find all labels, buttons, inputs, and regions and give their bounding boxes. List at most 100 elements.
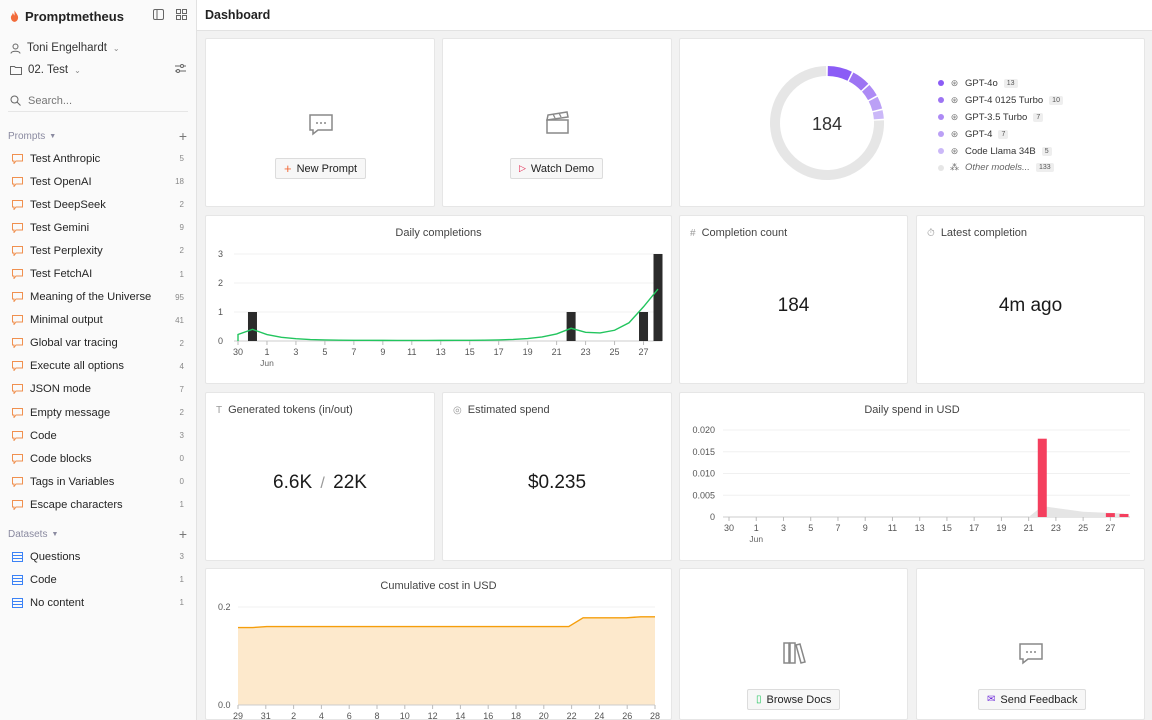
dataset-item[interactable]: No content 1: [0, 591, 196, 614]
prompt-count: 3: [179, 431, 184, 441]
grid-icon[interactable]: [176, 9, 187, 20]
legend-dot: [938, 114, 944, 121]
x-tick-label: 27: [1105, 523, 1115, 533]
dataset-list: Questions 3 Code 1 No content 1: [0, 545, 196, 614]
prompt-item[interactable]: Meaning of the Universe 95: [0, 286, 196, 309]
prompt-item[interactable]: Test DeepSeek 2: [0, 193, 196, 216]
dataset-table-icon: [12, 574, 23, 585]
prompt-count: 41: [175, 315, 184, 325]
models-donut-chart: [770, 66, 884, 180]
sidebar-toggle-icon[interactable]: [153, 9, 164, 20]
book-icon: ▯: [756, 694, 762, 705]
dataset-item[interactable]: Code 1: [0, 568, 196, 591]
clapperboard-icon: [546, 111, 569, 134]
spend-bar: [1119, 513, 1129, 517]
prompt-item[interactable]: Test OpenAI 18: [0, 170, 196, 193]
prompt-item[interactable]: Tags in Variables 0: [0, 470, 196, 493]
completion-count-title: Completion count: [701, 227, 788, 239]
chevron-down-icon: ⌄: [74, 65, 81, 75]
prompt-item[interactable]: Global var tracing 2: [0, 332, 196, 355]
x-tick-label: 16: [483, 711, 493, 720]
project-selector[interactable]: 02. Test ⌄: [10, 61, 186, 79]
prompt-item[interactable]: Execute all options 4: [0, 355, 196, 378]
search-input[interactable]: [28, 94, 168, 107]
dataset-label: No content: [30, 596, 85, 609]
prompt-count: 0: [179, 477, 184, 487]
completion-bar: [653, 254, 663, 341]
prompt-item[interactable]: Code blocks 0: [0, 447, 196, 470]
settings-sliders-icon[interactable]: [175, 64, 186, 76]
x-tick-label: 13: [436, 347, 446, 357]
x-tick-label: 17: [494, 347, 504, 357]
text-icon: T: [216, 404, 223, 416]
daily-spend-title: Daily spend in USD: [864, 404, 960, 416]
cumulative-cost-card: Cumulative cost in USD 0.0 0.2 29 31 2 4 6 8 10 1…: [205, 568, 672, 720]
search-bar[interactable]: [8, 90, 188, 112]
x-tick-label: 7: [351, 347, 356, 357]
completion-trend-line: [237, 288, 659, 342]
brand[interactable]: Promptmetheus: [10, 6, 124, 26]
y-tick-label: 0.2: [218, 602, 231, 612]
x-sub-label: Jun: [260, 358, 274, 368]
x-tick-label: 1: [754, 523, 759, 533]
user-selector[interactable]: Toni Engelhardt ⌄: [10, 39, 186, 57]
model-legend-item: ⊛ GPT-4 7: [938, 126, 1063, 143]
prompt-bubble-icon: [12, 407, 23, 419]
completion-bar: [247, 312, 257, 341]
new-prompt-card: + New Prompt: [205, 38, 435, 207]
user-icon: [10, 43, 21, 54]
prompts-header-label: Prompts: [8, 130, 46, 142]
legend-dot: [938, 164, 944, 171]
prompt-item[interactable]: Escape characters 1: [0, 493, 196, 516]
prompt-item[interactable]: JSON mode 7: [0, 378, 196, 401]
x-tick-label: 15: [465, 347, 475, 357]
tokens-card: T Generated tokens (in/out) 6.6K / 22K: [205, 392, 435, 561]
new-prompt-button[interactable]: + New Prompt: [275, 158, 367, 179]
estimated-spend-title: Estimated spend: [467, 404, 550, 416]
prompt-bubble-icon: [12, 430, 23, 442]
tokens-separator: /: [320, 475, 325, 492]
y-tick-label: 0.015: [692, 447, 715, 457]
mail-icon: ✉: [987, 694, 996, 705]
watch-demo-label: Watch Demo: [530, 162, 595, 175]
prompt-bubble-icon: [12, 176, 23, 188]
spend-trend-area: [1028, 506, 1124, 517]
x-tick-label: 7: [835, 523, 840, 533]
watch-demo-button[interactable]: ▷ Watch Demo: [510, 158, 604, 179]
add-prompt-icon[interactable]: +: [178, 128, 187, 144]
add-dataset-icon[interactable]: +: [178, 526, 187, 542]
legend-dot: [938, 148, 944, 154]
donut-slice: [861, 84, 877, 101]
prompt-bubble-icon: [12, 476, 23, 488]
prompt-item[interactable]: Empty message 2: [0, 401, 196, 424]
x-tick-label: 25: [1078, 523, 1088, 533]
prompt-count: 5: [179, 154, 184, 164]
prompt-item[interactable]: Test Perplexity 2: [0, 239, 196, 262]
prompt-item[interactable]: Minimal output 41: [0, 309, 196, 332]
latest-completion-card: ⏱ Latest completion 4m ago: [916, 215, 1145, 384]
prompt-label: Test Anthropic: [30, 152, 101, 165]
x-tick-label: 11: [888, 523, 897, 533]
model-name: GPT-4 0125 Turbo: [965, 94, 1044, 106]
model-name: GPT-4o: [965, 77, 998, 89]
books-icon: [783, 642, 806, 664]
coins-icon: ◎: [453, 404, 462, 416]
dataset-item[interactable]: Questions 3: [0, 545, 196, 568]
x-tick-label: 26: [622, 711, 632, 720]
user-name: Toni Engelhardt: [27, 42, 107, 54]
datasets-header-label: Datasets: [8, 528, 48, 540]
prompts-section-header[interactable]: Prompts ▼ +: [8, 129, 187, 143]
datasets-section-header[interactable]: Datasets ▼ +: [8, 527, 187, 541]
prompt-bubble-icon: [12, 361, 23, 373]
send-feedback-button[interactable]: ✉ Send Feedback: [978, 689, 1087, 710]
prompt-item[interactable]: Code 3: [0, 424, 196, 447]
x-tick-label: 5: [322, 347, 327, 357]
chat-bubble-icon: [309, 114, 333, 136]
prompt-item[interactable]: Test Anthropic 5: [0, 147, 196, 170]
browse-docs-button[interactable]: ▯ Browse Docs: [747, 689, 841, 710]
prompt-item[interactable]: Test FetchAI 1: [0, 262, 196, 285]
prompt-count: 1: [179, 269, 184, 279]
prompt-item[interactable]: Test Gemini 9: [0, 216, 196, 239]
prompt-count: 2: [179, 338, 184, 348]
